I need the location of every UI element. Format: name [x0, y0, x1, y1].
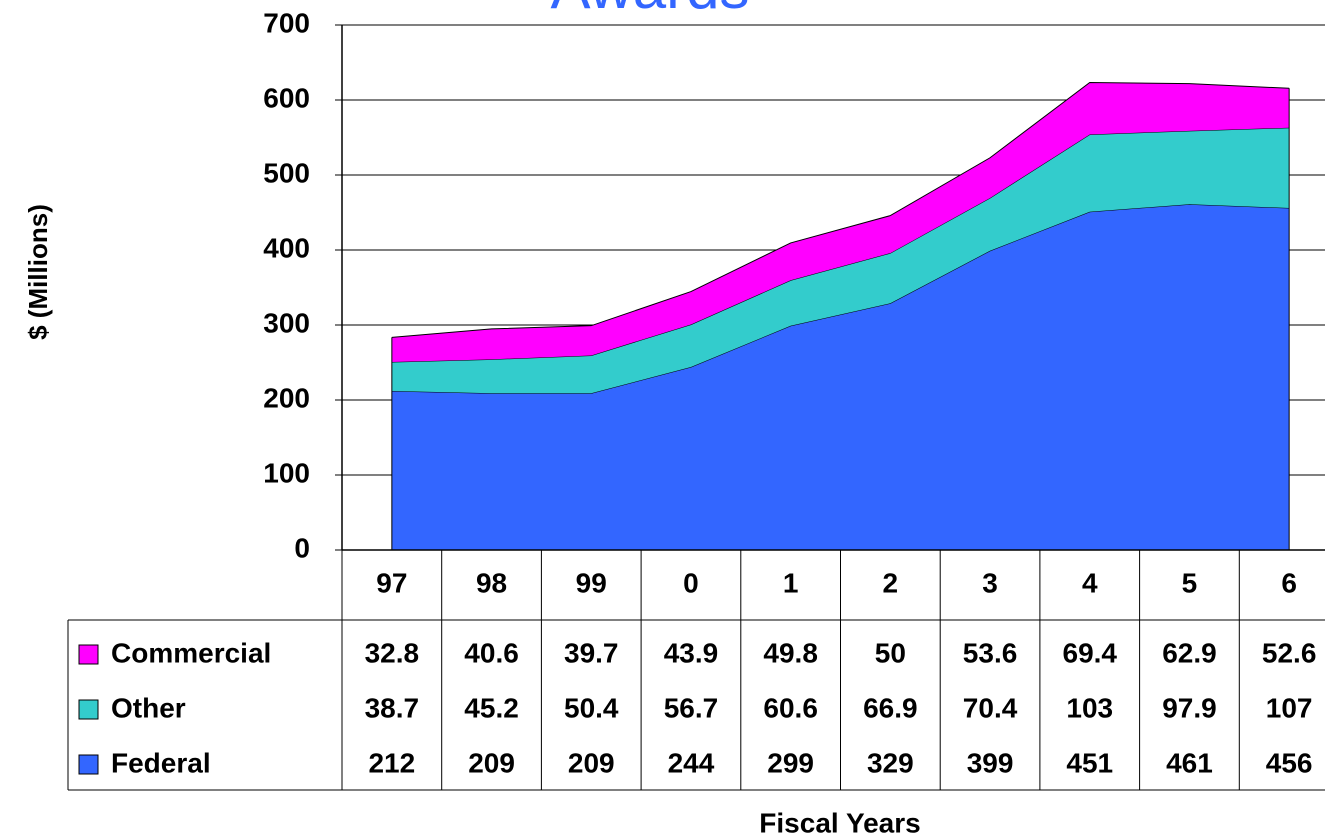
- table-value: 209: [468, 747, 515, 778]
- y-tick-label: 400: [263, 232, 310, 263]
- legend-swatch: [79, 700, 98, 719]
- x-tick-label: 99: [576, 567, 607, 598]
- table-value: 66.9: [863, 692, 918, 723]
- table-value: 49.8: [763, 637, 818, 668]
- y-tick-label: 200: [263, 382, 310, 413]
- table-value: 70.4: [963, 692, 1018, 723]
- table-value: 38.7: [365, 692, 420, 723]
- y-tick-label: 700: [263, 7, 310, 38]
- legend-swatch: [79, 755, 98, 774]
- table-value: 56.7: [664, 692, 719, 723]
- y-tick-label: 100: [263, 457, 310, 488]
- table-value: 52.6: [1262, 637, 1317, 668]
- x-axis-label: Fiscal Years: [759, 807, 920, 838]
- table-value: 50.4: [564, 692, 619, 723]
- x-tick-label: 4: [1082, 567, 1098, 598]
- x-tick-label: 97: [376, 567, 407, 598]
- table-value: 32.8: [365, 637, 420, 668]
- x-tick-label: 0: [683, 567, 699, 598]
- legend-label: Federal: [111, 747, 211, 778]
- table-value: 451: [1066, 747, 1113, 778]
- table-value: 62.9: [1162, 637, 1217, 668]
- table-value: 103: [1066, 692, 1113, 723]
- table-value: 43.9: [664, 637, 719, 668]
- y-tick-label: 0: [294, 532, 310, 563]
- table-value: 399: [967, 747, 1014, 778]
- legend-label: Commercial: [111, 637, 271, 668]
- x-tick-label: 1: [783, 567, 799, 598]
- table-value: 329: [867, 747, 914, 778]
- chart: Awards $ (Millions) Fiscal Years 0 100 200…: [0, 0, 1325, 840]
- legend-label: Other: [111, 692, 186, 723]
- table-value: 50: [875, 637, 906, 668]
- x-tick-label: 98: [476, 567, 507, 598]
- y-axis-label: $ (Millions): [23, 204, 53, 340]
- table-value: 69.4: [1063, 637, 1118, 668]
- table-value: 244: [668, 747, 715, 778]
- y-tick-label: 500: [263, 157, 310, 188]
- table-value: 461: [1166, 747, 1213, 778]
- y-tick-label: 600: [263, 82, 310, 113]
- table-value: 299: [767, 747, 814, 778]
- table-value: 53.6: [963, 637, 1018, 668]
- y-tick-label: 300: [263, 307, 310, 338]
- table-value: 60.6: [763, 692, 818, 723]
- table-value: 39.7: [564, 637, 619, 668]
- table-value: 212: [368, 747, 415, 778]
- x-tick-label: 5: [1182, 567, 1198, 598]
- table-value: 97.9: [1162, 692, 1217, 723]
- table-value: 45.2: [464, 692, 519, 723]
- table-value: 209: [568, 747, 615, 778]
- table-value: 107: [1266, 692, 1313, 723]
- table-value: 40.6: [464, 637, 519, 668]
- legend-swatch: [79, 645, 98, 664]
- chart-title: Awards: [551, 0, 750, 21]
- x-tick-label: 6: [1281, 567, 1297, 598]
- x-tick-label: 3: [982, 567, 998, 598]
- x-tick-label: 2: [883, 567, 899, 598]
- table-value: 456: [1266, 747, 1313, 778]
